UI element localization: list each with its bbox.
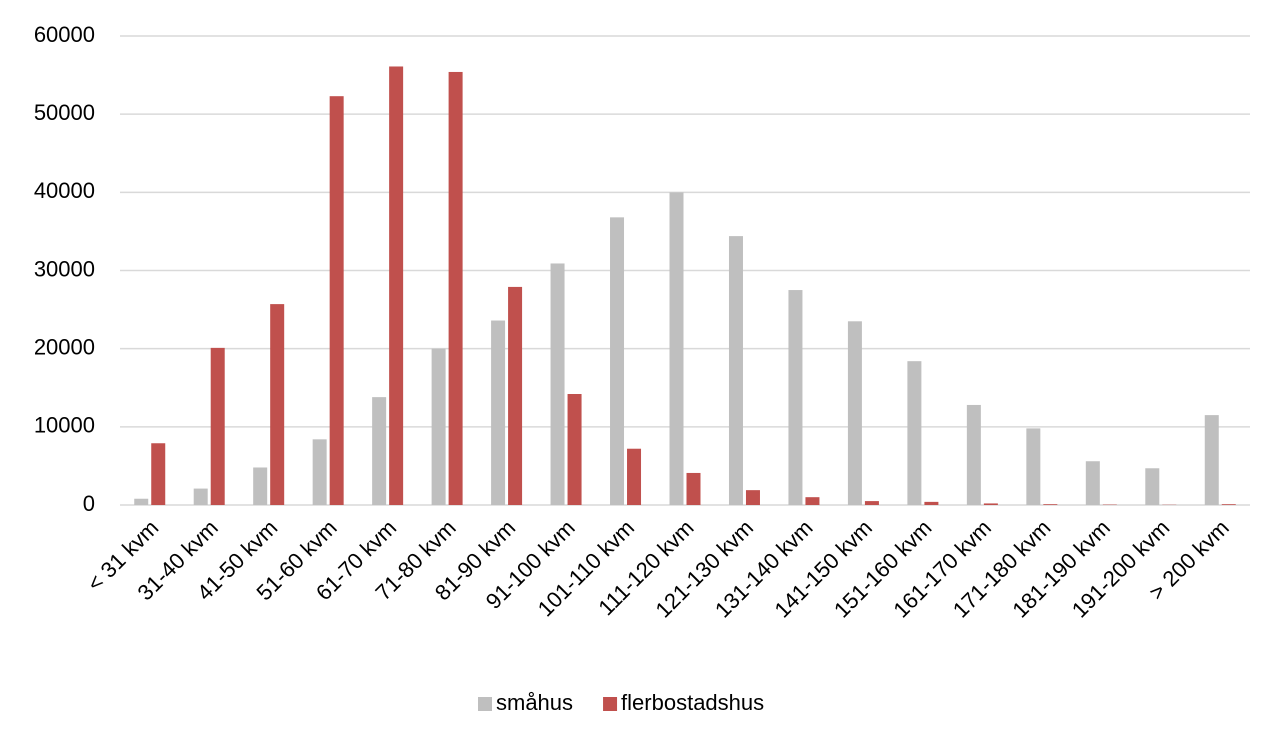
bar bbox=[329, 96, 344, 506]
legend-swatch bbox=[478, 697, 492, 711]
bar bbox=[448, 71, 463, 505]
y-tick-label: 10000 bbox=[34, 413, 95, 438]
bar bbox=[728, 236, 743, 505]
y-tick-label: 50000 bbox=[34, 100, 95, 125]
bar bbox=[924, 501, 939, 505]
legend-swatch bbox=[603, 697, 618, 711]
bar bbox=[805, 497, 820, 505]
bar bbox=[1145, 468, 1160, 505]
bar bbox=[253, 467, 268, 505]
bar bbox=[193, 488, 208, 505]
bar bbox=[431, 348, 446, 505]
bar bbox=[1043, 504, 1058, 505]
bar bbox=[966, 404, 981, 505]
bar bbox=[1026, 428, 1041, 505]
bar bbox=[627, 448, 642, 505]
legend-label: småhus bbox=[496, 690, 573, 715]
bar bbox=[134, 498, 149, 505]
bar bbox=[686, 472, 701, 505]
bar bbox=[1085, 461, 1100, 505]
bar bbox=[788, 290, 803, 505]
bar bbox=[270, 304, 285, 505]
bar bbox=[151, 443, 166, 505]
bar bbox=[907, 361, 922, 505]
bar bbox=[1204, 415, 1219, 505]
y-tick-label: 40000 bbox=[34, 178, 95, 203]
bar bbox=[983, 503, 998, 505]
legend-label: flerbostadshus bbox=[621, 690, 764, 715]
bar bbox=[864, 501, 879, 505]
y-tick-label: 30000 bbox=[34, 256, 95, 281]
bar bbox=[372, 397, 387, 505]
bar bbox=[312, 439, 327, 505]
bar bbox=[508, 286, 523, 505]
bar bbox=[389, 66, 404, 506]
bar bbox=[550, 263, 565, 505]
bar bbox=[491, 320, 506, 505]
bar bbox=[669, 192, 684, 506]
bar bbox=[610, 217, 625, 505]
bar bbox=[210, 347, 225, 505]
y-tick-label: 60000 bbox=[34, 22, 95, 47]
bar bbox=[847, 321, 862, 505]
bar bbox=[1221, 504, 1236, 505]
bar bbox=[567, 394, 582, 505]
y-tick-label: 0 bbox=[83, 491, 95, 516]
bar bbox=[745, 490, 760, 505]
y-tick-label: 20000 bbox=[34, 334, 95, 359]
